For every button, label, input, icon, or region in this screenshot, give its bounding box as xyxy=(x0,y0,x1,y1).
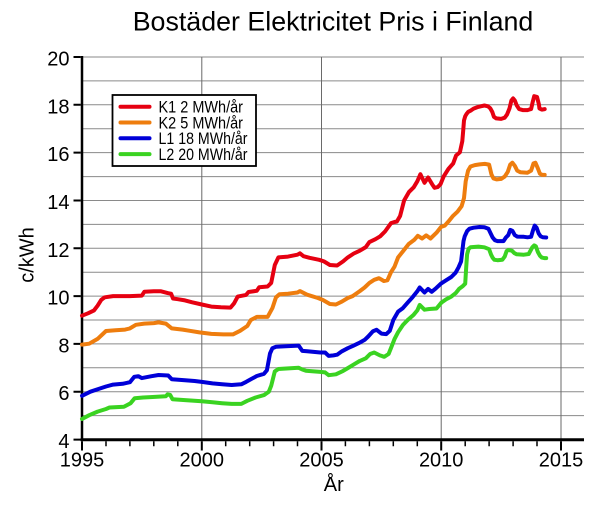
svg-text:2015: 2015 xyxy=(539,450,584,472)
svg-text:L2 20 MWh/år: L2 20 MWh/år xyxy=(159,146,248,164)
svg-text:18: 18 xyxy=(47,96,69,118)
svg-text:2000: 2000 xyxy=(180,450,225,472)
svg-text:6: 6 xyxy=(58,383,69,405)
svg-text:L1 18 MWh/år: L1 18 MWh/år xyxy=(159,130,248,148)
svg-text:Bostäder Elektricitet Pris i F: Bostäder Elektricitet Pris i Finland xyxy=(133,7,534,37)
svg-text:20: 20 xyxy=(47,49,69,71)
svg-text:2005: 2005 xyxy=(299,450,344,472)
svg-text:K1 2 MWh/år: K1 2 MWh/år xyxy=(159,99,244,117)
svg-text:1995: 1995 xyxy=(60,450,105,472)
svg-text:2010: 2010 xyxy=(419,450,464,472)
svg-text:14: 14 xyxy=(47,192,69,214)
svg-text:16: 16 xyxy=(47,144,69,166)
svg-text:12: 12 xyxy=(47,240,69,262)
svg-text:År: År xyxy=(324,473,344,496)
svg-text:10: 10 xyxy=(47,288,69,310)
svg-text:8: 8 xyxy=(58,335,69,357)
svg-text:c/kWh: c/kWh xyxy=(17,227,39,283)
svg-text:K2 5 MWh/år: K2 5 MWh/år xyxy=(159,114,244,132)
svg-text:4: 4 xyxy=(58,431,69,453)
